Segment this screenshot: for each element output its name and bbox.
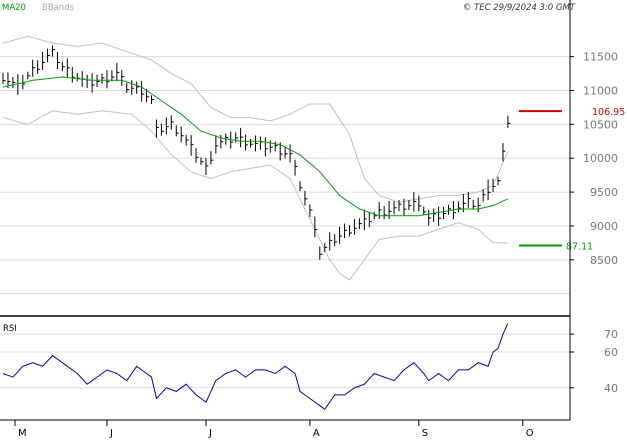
bband-lower-line xyxy=(2,110,508,281)
price-y-tick-label: 10000 xyxy=(583,152,618,165)
bbands-legend-label: BBands xyxy=(42,3,75,13)
rsi-panel-title: RSI xyxy=(3,324,17,334)
x-tick-label: J xyxy=(208,428,212,439)
price-y-tick-label: 9000 xyxy=(590,220,618,233)
x-tick-label: S xyxy=(422,428,428,439)
price-y-tick-label: 11000 xyxy=(583,85,618,98)
source-stamp: © TEC 29/9/2024 3:0 GMT xyxy=(463,3,576,13)
support-label: 87.11 xyxy=(566,242,593,253)
resistance-label: 106.95 xyxy=(592,107,625,118)
x-tick-label: J xyxy=(109,428,113,439)
price-y-tick-label: 9500 xyxy=(590,186,618,199)
x-tick-label: O xyxy=(526,428,534,439)
price-y-tick-label: 11500 xyxy=(583,51,618,64)
x-tick-label: A xyxy=(313,428,320,439)
bband-upper-line xyxy=(2,35,509,203)
price-y-tick-label: 8500 xyxy=(590,254,618,267)
rsi-y-tick-label: 70 xyxy=(604,328,618,341)
ma20-legend-label: MA20 xyxy=(2,3,26,13)
rsi-y-tick-label: 60 xyxy=(604,346,618,359)
x-tick-label: M xyxy=(18,428,27,439)
price-y-tick-label: 10500 xyxy=(583,118,618,131)
rsi-y-tick-label: 40 xyxy=(604,382,618,395)
rsi-line xyxy=(2,323,509,411)
ma20-line xyxy=(2,76,509,217)
